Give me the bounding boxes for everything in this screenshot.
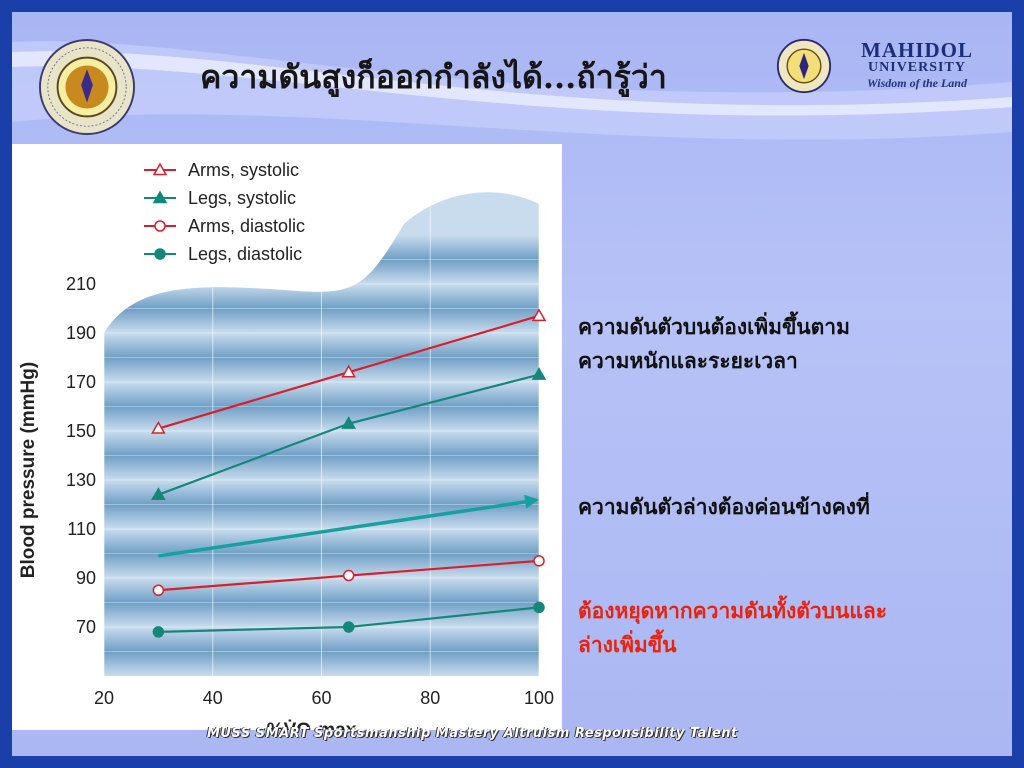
data-point — [533, 555, 545, 567]
data-point — [154, 248, 166, 260]
data-point — [342, 621, 355, 633]
x-axis-label-prefix: % — [267, 720, 284, 730]
note-warning-line2: ล่างเพิ่มขึ้น — [578, 632, 677, 657]
data-point — [531, 308, 547, 322]
y-tick-label: 130 — [66, 470, 96, 490]
data-point — [341, 364, 356, 378]
note-systolic: ความดันตัวบนต้องเพิ่มขึ้นตาม ความหนักและ… — [578, 310, 998, 378]
data-point — [154, 220, 166, 232]
data-point — [531, 367, 547, 380]
y-tick-label: 90 — [76, 568, 96, 588]
x-axis-label-subscript: 2 — [311, 729, 318, 730]
university-motto: Wisdom of the Land — [867, 76, 967, 90]
data-point — [152, 162, 168, 176]
data-point — [151, 487, 166, 500]
x-axis-label-main: V̇O — [284, 719, 311, 730]
legend-item: Legs, diastolic — [144, 244, 302, 264]
data-point — [151, 421, 166, 434]
legend-label: Arms, systolic — [188, 160, 299, 180]
legend-item: Arms, diastolic — [144, 216, 305, 236]
mahidol-seal-logo — [776, 38, 832, 94]
y-tick-label: 190 — [66, 323, 96, 343]
x-tick-label: 100 — [524, 688, 554, 708]
x-tick-label: 20 — [94, 688, 114, 708]
y-tick-label: 70 — [76, 617, 96, 637]
blood-pressure-chart: Arms, systolic Legs, systolic Arms, diasto… — [18, 160, 554, 730]
note-systolic-line2: ความหนักและระยะเวลา — [578, 348, 798, 373]
y-tick-label: 150 — [66, 421, 96, 441]
y-tick-label: 210 — [66, 274, 96, 294]
legend-label: Legs, diastolic — [188, 244, 302, 264]
chart-panel: Arms, systolic Legs, systolic Arms, diasto… — [12, 144, 562, 730]
series-layer — [151, 308, 547, 638]
note-warning-line1: ต้องหยุดหากความดันทั้งตัวบนและ — [578, 598, 888, 623]
note-warning: ต้องหยุดหากความดันทั้งตัวบนและ ล่างเพิ่ม… — [578, 594, 998, 662]
trend-arrow-shaft — [158, 499, 532, 558]
data-point — [152, 584, 165, 596]
footer-values: MUSS SMART Sportsmanship Mastery Altruis… — [207, 726, 738, 741]
legend-item: Arms, systolic — [144, 160, 299, 180]
legend: Arms, systolic Legs, systolic Arms, diasto… — [144, 160, 305, 264]
note-systolic-line1: ความดันตัวบนต้องเพิ่มขึ้นตาม — [578, 314, 850, 339]
data-point — [152, 190, 168, 204]
x-tick-label: 80 — [420, 688, 440, 708]
legend-label: Arms, diastolic — [188, 216, 305, 236]
series-legs-systolic — [151, 367, 547, 500]
series-arms-diastolic — [152, 555, 545, 596]
y-axis-label: Blood pressure (mmHg) — [18, 362, 39, 578]
university-name-line1: MAHIDOL — [861, 38, 973, 62]
x-axis-label-suffix: max — [318, 720, 356, 730]
data-point — [533, 601, 545, 614]
x-tick-labels: 20 40 60 80 100 — [94, 688, 554, 708]
plot-background — [104, 192, 539, 676]
x-tick-label: 40 — [203, 688, 223, 708]
x-tick-label: 60 — [311, 688, 331, 708]
slide-title: ความดันสูงก็ออกกำลังได้...ถ้ารู้ว่า — [200, 58, 667, 96]
trend-arrow-head — [524, 494, 539, 509]
trend-arrow — [158, 494, 539, 558]
data-point — [152, 626, 165, 638]
legend-item: Legs, systolic — [144, 188, 296, 208]
university-name-line2: UNIVERSITY — [868, 60, 966, 75]
slide: ความดันสูงก็ออกกำลังได้...ถ้ารู้ว่า MAHI… — [12, 12, 1012, 756]
header-swoosh — [12, 41, 1012, 140]
university-name: MAHIDOL UNIVERSITY Wisdom of the Land — [842, 38, 992, 91]
data-point — [341, 416, 356, 429]
x-axis-label: %V̇O2max — [267, 719, 357, 730]
series-arms-systolic — [151, 308, 547, 434]
data-point — [342, 569, 355, 582]
series-legs-diastolic — [152, 601, 545, 638]
y-tick-label: 110 — [67, 519, 96, 539]
note-diastolic: ความดันตัวล่างต้องค่อนข้างคงที่ — [578, 494, 870, 519]
legend-label: Legs, systolic — [188, 188, 296, 208]
y-tick-labels: 70 90 110 130 150 170 190 210 — [66, 274, 96, 637]
college-seal-logo — [38, 38, 136, 136]
y-tick-label: 170 — [66, 372, 96, 392]
